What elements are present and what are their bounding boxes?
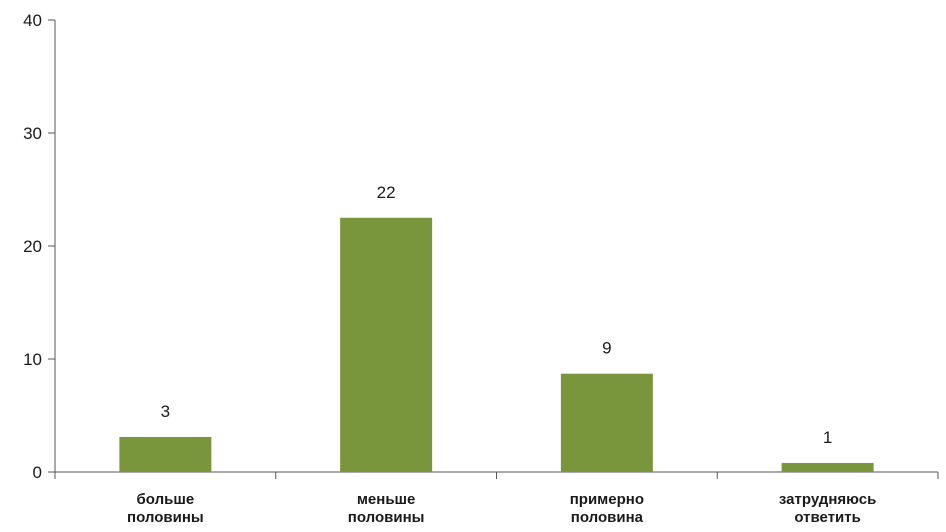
y-tick-label: 20 bbox=[23, 237, 42, 256]
bars bbox=[119, 217, 874, 472]
data-label: 9 bbox=[602, 339, 611, 358]
data-labels: 3 22 9 1 bbox=[161, 183, 833, 447]
category-label: больше половины bbox=[127, 491, 204, 526]
data-label: 1 bbox=[823, 428, 832, 447]
bar bbox=[340, 217, 433, 472]
y-tick-label: 0 bbox=[33, 463, 42, 482]
category-label: примерно половина bbox=[570, 491, 644, 526]
data-label: 3 bbox=[161, 402, 170, 421]
bar bbox=[119, 436, 212, 472]
category-label: затрудняюсь ответить bbox=[779, 491, 876, 526]
data-label: 22 bbox=[377, 183, 396, 202]
x-axis bbox=[48, 471, 939, 479]
bar bbox=[781, 462, 874, 472]
category-label: меньше половины bbox=[348, 491, 425, 526]
category-labels: больше половины меньше половины примерно поло… bbox=[127, 491, 876, 526]
y-tick-label: 40 bbox=[23, 11, 42, 30]
y-axis: 0 10 20 30 40 bbox=[23, 11, 56, 482]
bar bbox=[560, 373, 653, 472]
y-tick-label: 30 bbox=[23, 124, 42, 143]
y-tick-label: 10 bbox=[23, 350, 42, 369]
